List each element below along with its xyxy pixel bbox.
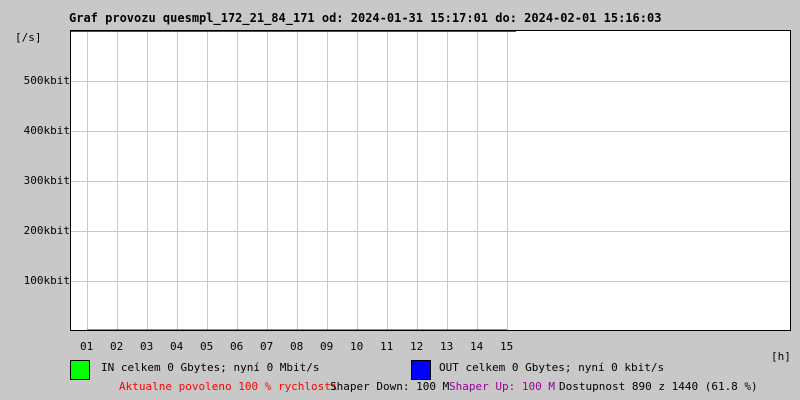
x-tick-label: 01 xyxy=(80,340,94,353)
x-tick-label: 08 xyxy=(290,340,304,353)
x-tick-label: 12 xyxy=(410,340,424,353)
y-tick-label: 200kbit xyxy=(23,224,70,237)
x-tick-label: 04 xyxy=(170,340,184,353)
legend-in-text: IN celkem 0 Gbytes; nyní 0 Mbit/s xyxy=(101,361,320,374)
y-axis-label: [/s] xyxy=(15,31,42,44)
shaper-up-text: Shaper Up: 100 M xyxy=(449,380,555,393)
y-tick-label: 300kbit xyxy=(23,174,70,187)
plot-border xyxy=(70,30,791,331)
x-tick-label: 09 xyxy=(320,340,334,353)
x-tick-label: 06 xyxy=(230,340,244,353)
x-tick-label: 14 xyxy=(470,340,484,353)
x-tick-label: 03 xyxy=(140,340,154,353)
y-tick-label: 500kbit xyxy=(23,74,70,87)
x-tick-label: 02 xyxy=(110,340,124,353)
x-tick-label: 05 xyxy=(200,340,214,353)
x-tick-label: 07 xyxy=(260,340,274,353)
x-tick-label: 15 xyxy=(500,340,514,353)
chart-title: Graf provozu quesmpl_172_21_84_171 od: 2… xyxy=(69,11,662,25)
y-tick-label: 100kbit xyxy=(23,274,70,287)
x-tick-label: 13 xyxy=(440,340,454,353)
x-tick-label: 10 xyxy=(350,340,364,353)
x-axis-label: [h] xyxy=(771,350,791,363)
legend-in-swatch xyxy=(70,360,90,380)
x-tick-label: 11 xyxy=(380,340,394,353)
legend-out-swatch xyxy=(411,360,431,380)
availability-text: Dostupnost 890 z 1440 (61.8 %) xyxy=(559,380,758,393)
plot-area xyxy=(70,30,790,330)
y-tick-label: 400kbit xyxy=(23,124,70,137)
legend-out-text: OUT celkem 0 Gbytes; nyní 0 kbit/s xyxy=(439,361,665,374)
allowed-speed-text: Aktualne povoleno 100 % rychlosti xyxy=(119,380,338,393)
shaper-down-text: Shaper Down: 100 M xyxy=(330,380,450,393)
